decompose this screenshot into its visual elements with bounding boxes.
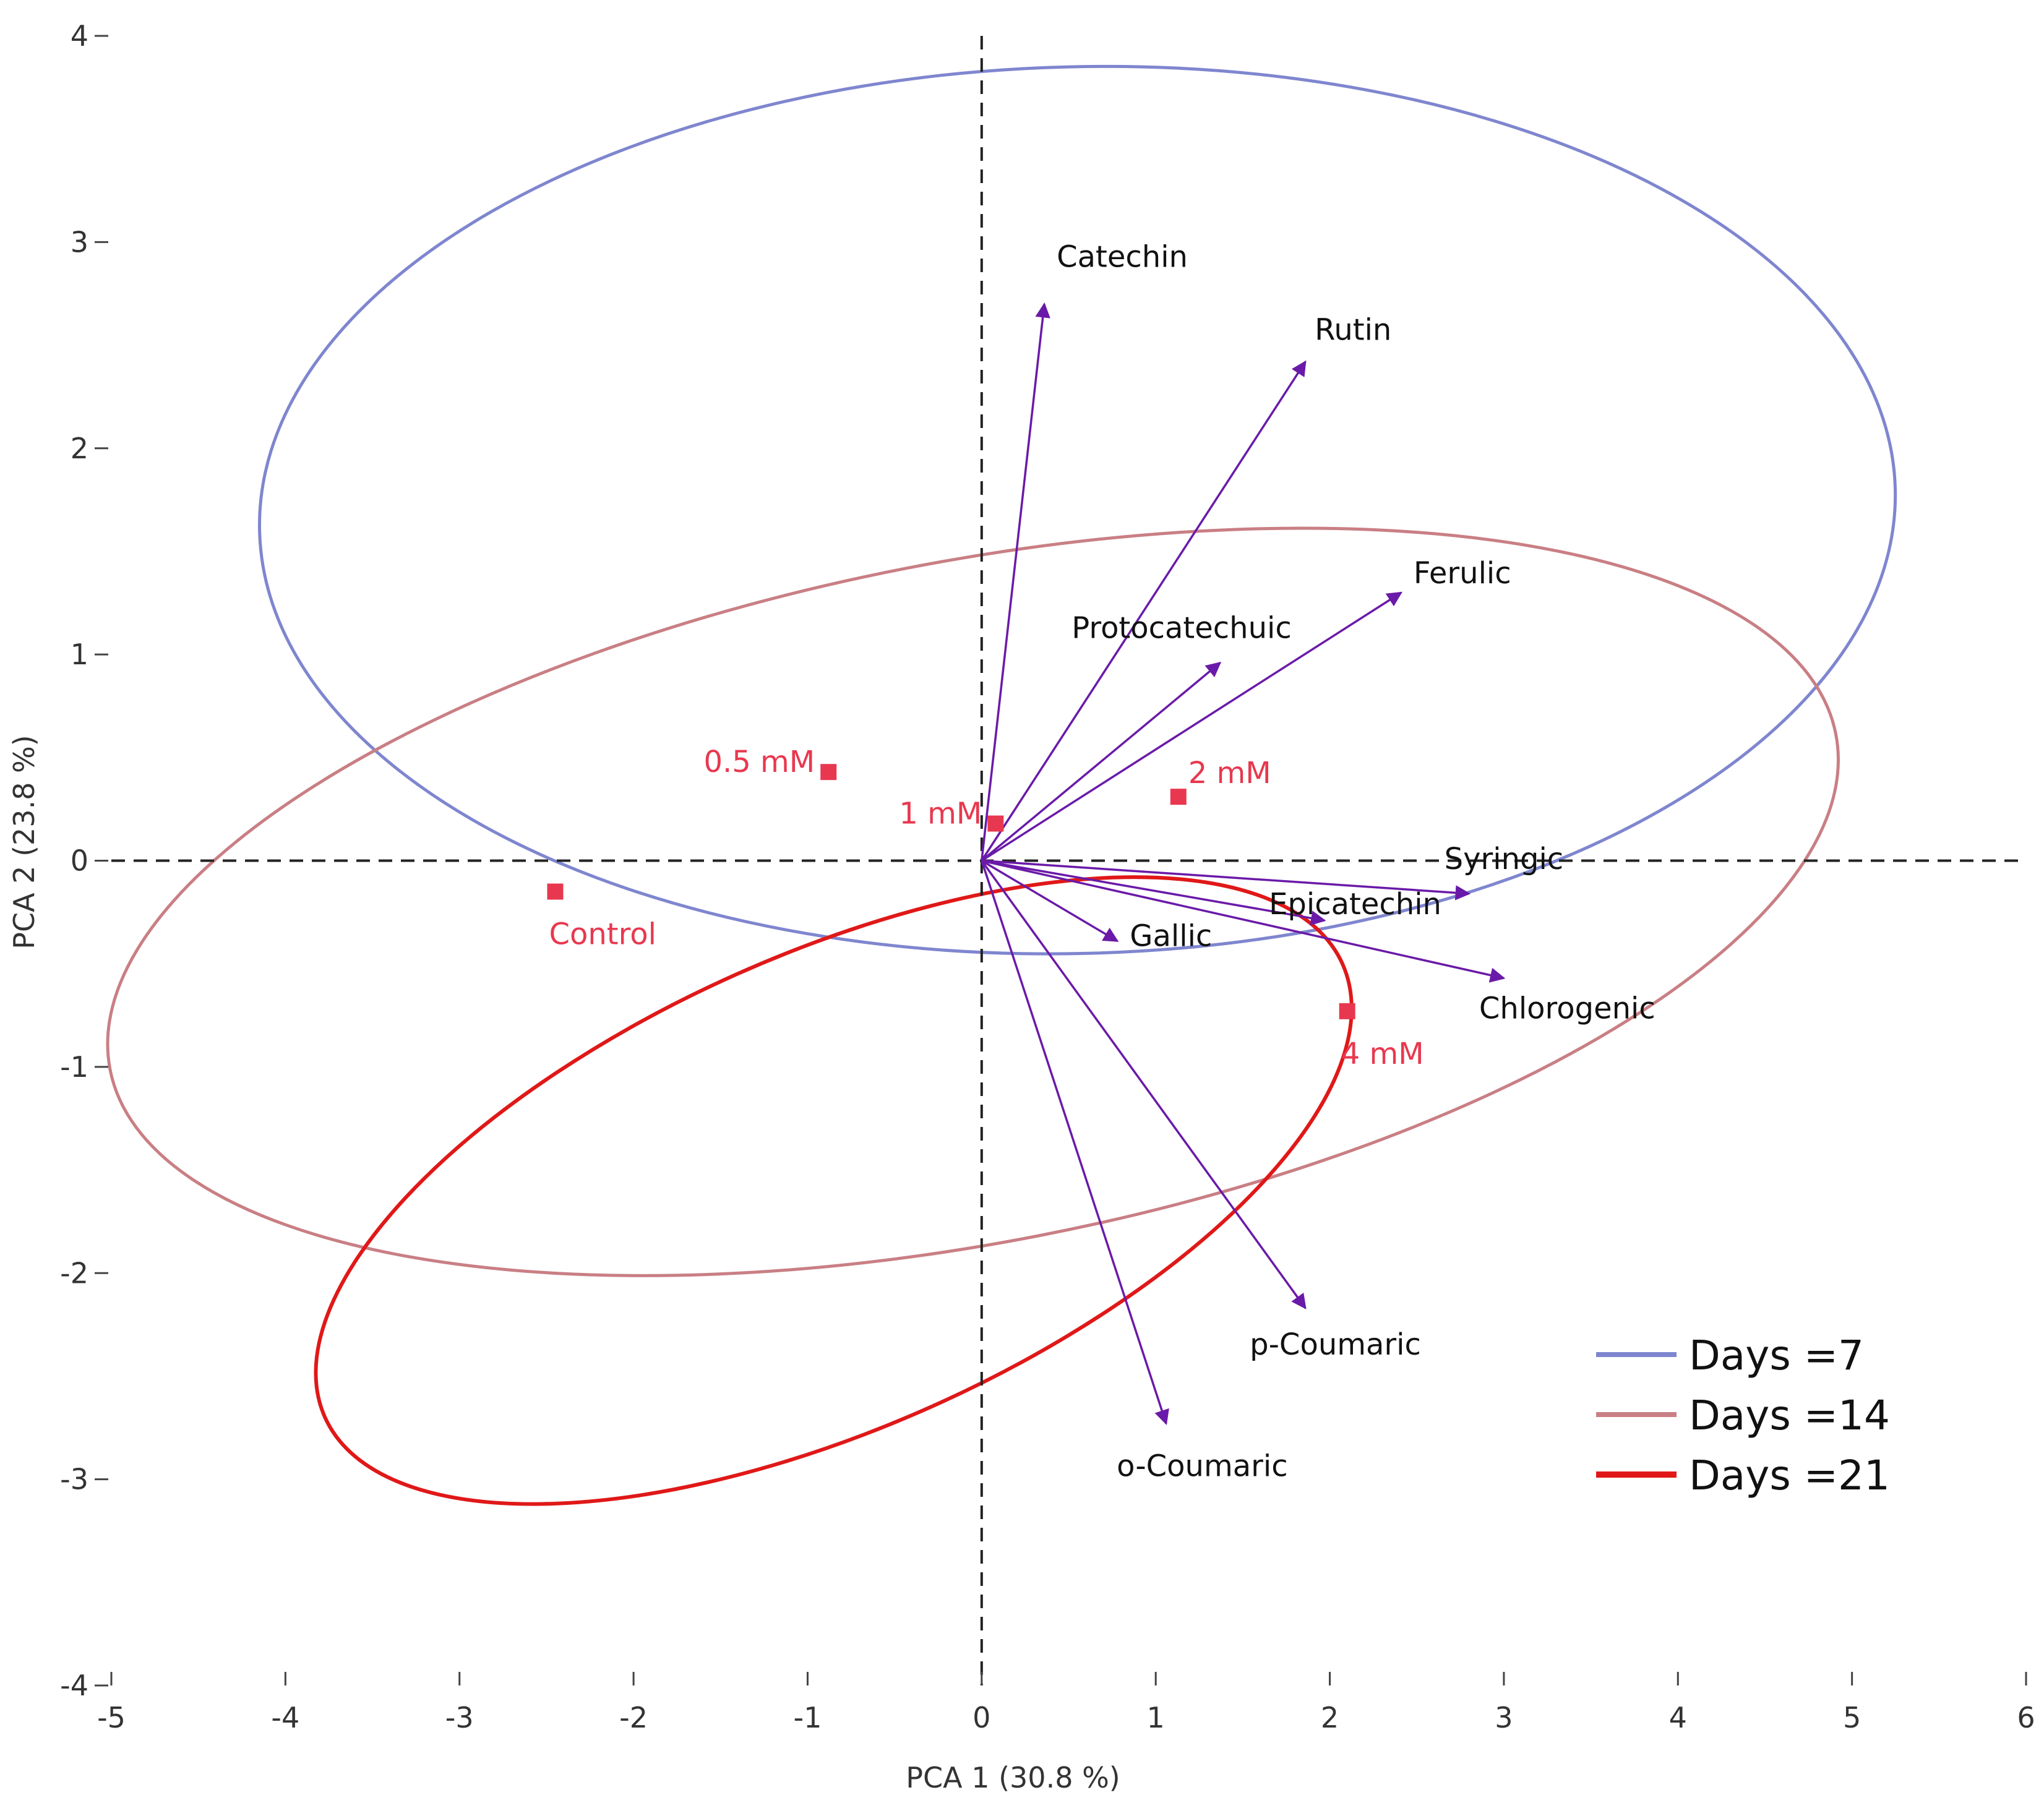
point-label-1-mm: 1 mM (899, 796, 982, 831)
x-tick-label: 1 (1147, 1701, 1165, 1734)
x-tick-label: -3 (445, 1701, 474, 1734)
loading-arrow-protocatechuic (981, 661, 1222, 862)
loading-arrow-ferulic (981, 591, 1402, 862)
sample-points: Control 0.5 mM 1 mM 2 mM 4 mM (547, 745, 1424, 1071)
legend-label-1: Days =14 (1689, 1392, 1890, 1439)
loading-arrow-p-coumaric (981, 860, 1307, 1309)
y-tick-label: 0 (71, 844, 88, 878)
point-2-mm (1170, 789, 1187, 805)
y-tick-label: -1 (60, 1050, 88, 1084)
point-control (547, 883, 564, 900)
loading-vectors: Catechin Rutin Ferulic Protocatechuic Syring… (981, 239, 1655, 1484)
point-label-0-5-mm: 0.5 mM (703, 745, 815, 779)
loading-arrow-chlorogenic (981, 859, 1506, 983)
y-tick-label: -2 (60, 1256, 88, 1290)
x-tick-label: 4 (1669, 1701, 1687, 1734)
x-tick-label: -4 (271, 1701, 299, 1734)
loading-arrow-rutin (981, 360, 1307, 862)
x-tick-label: 3 (1495, 1701, 1513, 1734)
loading-label-rutin: Rutin (1315, 313, 1391, 348)
x-tick-label: -2 (619, 1701, 648, 1734)
point-label-2-mm: 2 mM (1188, 756, 1271, 790)
point-label-control: Control (549, 917, 656, 952)
loading-label-gallic: Gallic (1130, 919, 1212, 954)
y-axis-title: PCA 2 (23.8 %) (7, 735, 41, 949)
x-tick-label: 6 (2017, 1701, 2035, 1734)
point-label-4-mm: 4 mM (1341, 1037, 1424, 1071)
ellipse-days-7 (257, 64, 1897, 956)
ellipse-days-14 (106, 526, 1840, 1277)
ellipse-days-21 (314, 875, 1354, 1506)
y-tick-label: 2 (71, 432, 88, 465)
loading-arrow-o-coumaric (981, 860, 1169, 1425)
y-tick-label: 3 (71, 225, 88, 259)
y-tick-label: 4 (71, 19, 88, 53)
axes: -5 -4 -3 -2 -1 0 1 2 3 4 5 6 4 3 2 1 0 -1 -2 -3 -4 (60, 19, 2035, 1734)
point-1-mm (987, 815, 1004, 832)
loading-label-p-coumaric: p-Coumaric (1250, 1327, 1421, 1362)
loading-label-o-coumaric: o-Coumaric (1117, 1449, 1288, 1484)
group-ellipses (106, 64, 1897, 1506)
loading-arrow-gallic (981, 859, 1119, 943)
y-tick-label: -4 (60, 1669, 88, 1702)
loading-arrow-catechin (981, 302, 1050, 861)
y-tick-label: 1 (71, 638, 88, 671)
x-tick-label: 5 (1843, 1701, 1861, 1734)
loading-arrow-epicatechin (981, 859, 1326, 926)
x-axis-title: PCA 1 (30.8 %) (906, 1761, 1120, 1794)
point-0-5-mm (820, 764, 837, 781)
loading-label-epicatechin: Epicatechin (1269, 887, 1441, 922)
loading-label-catechin: Catechin (1057, 239, 1188, 274)
legend: Days =7 Days =14 Days =21 (1596, 1332, 1890, 1499)
loading-arrow-syringic (981, 859, 1471, 901)
legend-label-0: Days =7 (1689, 1332, 1864, 1379)
loading-label-protocatechuic: Protocatechuic (1071, 610, 1291, 645)
x-tick-label: -1 (794, 1701, 822, 1734)
loading-label-ferulic: Ferulic (1414, 556, 1511, 591)
x-tick-label: -5 (97, 1701, 126, 1734)
loading-label-syringic: Syringic (1445, 842, 1564, 876)
loading-label-chlorogenic: Chlorogenic (1479, 991, 1655, 1026)
x-tick-label: 2 (1321, 1701, 1339, 1734)
legend-label-2: Days =21 (1689, 1452, 1890, 1499)
y-tick-label: -3 (60, 1463, 88, 1496)
point-4-mm (1339, 1003, 1355, 1019)
x-tick-label: 0 (973, 1701, 990, 1734)
